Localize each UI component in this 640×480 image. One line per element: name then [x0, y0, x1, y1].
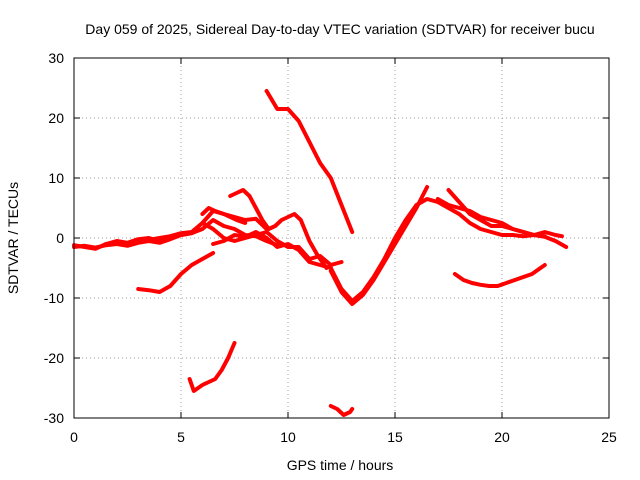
axis-ticks: 0 5 10 15 20 25 -30 -20 -10 0 10 20 30	[44, 50, 617, 445]
series-line-arc-14	[452, 263, 547, 288]
series-line-arc-16	[328, 404, 355, 417]
series-line-arc-08	[136, 251, 216, 294]
y-tick-label: 10	[48, 170, 64, 186]
x-tick-label: 5	[177, 429, 185, 445]
y-tick-label: 30	[48, 50, 64, 66]
y-tick-label: -30	[44, 410, 64, 426]
x-tick-label: 10	[280, 429, 296, 445]
series-line-arc-11	[328, 185, 430, 306]
x-tick-label: 25	[601, 429, 617, 445]
series-line-arc-06	[211, 230, 333, 270]
chart-title: Day 059 of 2025, Sidereal Day-to-day VTE…	[85, 21, 594, 37]
x-tick-label: 15	[387, 429, 403, 445]
series-line-arc-13	[435, 197, 547, 239]
data-series	[72, 89, 569, 417]
series-line-arc-09	[264, 89, 355, 234]
x-tick-label: 20	[494, 429, 510, 445]
series-line-arc-03	[104, 231, 194, 246]
y-tick-label: -20	[44, 350, 64, 366]
x-axis-label: GPS time / hours	[287, 457, 394, 473]
y-axis-label: SDTVAR / TECUs	[5, 182, 21, 294]
series-line-arc-15	[187, 341, 237, 393]
series-line-arc-07	[228, 188, 329, 270]
series-line-arc-04	[200, 206, 248, 225]
y-tick-label: 20	[48, 110, 64, 126]
y-tick-label: -10	[44, 290, 64, 306]
x-tick-label: 0	[70, 429, 78, 445]
y-tick-label: 0	[56, 230, 64, 246]
